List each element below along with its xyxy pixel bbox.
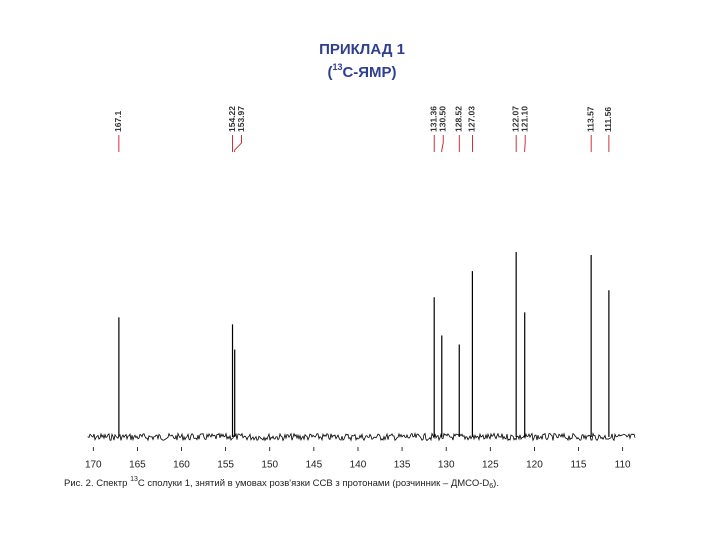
caption: Рис. 2. Спектр 13C сполуки 1, знятий в у… <box>64 476 499 490</box>
baseline-noise <box>87 431 636 442</box>
x-tick-label: 115 <box>571 460 587 471</box>
caption-sub: 6 <box>489 483 493 490</box>
caption-part: ). <box>493 478 499 489</box>
peak-label: 130.50 <box>437 106 447 132</box>
x-tick-label: 135 <box>394 460 411 471</box>
subtitle-sup: 13 <box>332 62 342 72</box>
x-tick-label: 120 <box>526 460 543 471</box>
peak-label: 154.22 <box>227 106 237 132</box>
peak-label-leader <box>441 135 444 152</box>
subtitle-part: ( <box>327 64 332 81</box>
peak-label: 128.52 <box>454 106 464 132</box>
peak-label: 153.97 <box>236 106 246 132</box>
x-tick-label: 165 <box>129 460 146 471</box>
peak-label: 121.10 <box>519 106 529 132</box>
x-tick-label: 125 <box>482 460 499 471</box>
caption-part: C сполуки 1, знятий в умовах розв'язки С… <box>138 478 490 489</box>
x-tick-label: 140 <box>350 460 367 471</box>
caption-sup: 13 <box>130 476 138 483</box>
slide-title: ПРИКЛАД 1 <box>319 41 405 58</box>
x-tick-label: 150 <box>261 460 278 471</box>
peak-label-leader <box>234 135 242 152</box>
peak-label: 127.03 <box>467 106 477 132</box>
slide-subtitle: (13С-ЯМР) <box>327 62 396 81</box>
x-tick-label: 130 <box>438 460 455 471</box>
x-tick-label: 170 <box>85 460 102 471</box>
peak-label: 167.1 <box>113 110 123 132</box>
caption-part: Рис. 2. Спектр <box>64 478 130 489</box>
peak-label: 131.36 <box>428 106 438 132</box>
x-tick-label: 145 <box>306 460 323 471</box>
x-tick-label: 110 <box>615 460 631 471</box>
peak-label: 113.57 <box>585 106 595 132</box>
x-tick-label: 160 <box>173 460 190 471</box>
peak-label: 111.56 <box>603 107 613 132</box>
peak-label: 122.07 <box>510 106 520 132</box>
subtitle-part: С-ЯМР) <box>342 64 396 81</box>
x-tick-label: 155 <box>217 460 234 471</box>
